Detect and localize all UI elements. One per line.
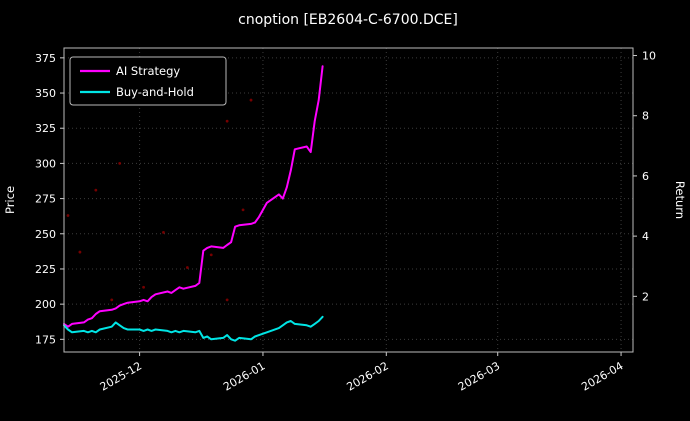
x-tick-label: 2026-02: [344, 359, 390, 393]
y-axis-label-left: Price: [3, 186, 17, 214]
signal-dot: [225, 119, 229, 123]
y-axis-label-right: Return: [673, 181, 687, 219]
y-tick-label-left: 350: [35, 87, 56, 100]
y-tick-label-left: 200: [35, 298, 56, 311]
signal-dot: [78, 250, 82, 254]
y-tick-label-right: 6: [642, 170, 649, 183]
signal-dot: [209, 253, 213, 257]
signal-dot: [241, 208, 245, 212]
y-tick-label-left: 225: [35, 263, 56, 276]
legend: AI Strategy Buy-and-Hold: [69, 56, 227, 106]
legend-label-ai-strategy: AI Strategy: [116, 64, 180, 78]
signal-dot: [94, 188, 98, 192]
signal-dot: [118, 162, 122, 165]
series-lines: [63, 65, 324, 342]
signal-dot: [66, 214, 70, 217]
grid-lines: [64, 48, 633, 352]
signal-dot: [142, 285, 145, 289]
series-line-ai-strategy: [63, 65, 324, 328]
signal-dot: [110, 298, 114, 302]
x-tick-label: 2025-12: [98, 359, 144, 393]
y-tick-label-right: 4: [642, 230, 649, 243]
y-tick-label-left: 275: [35, 193, 56, 206]
legend-label-buy-and-hold: Buy-and-Hold: [116, 85, 194, 99]
y-tick-label-left: 250: [35, 228, 56, 241]
y-tick-label-right: 8: [642, 110, 649, 123]
y-tick-label-left: 375: [35, 52, 56, 65]
x-tick-label: 2026-04: [579, 359, 625, 393]
signal-dot: [225, 298, 229, 302]
y-tick-label-right: 2: [642, 290, 649, 303]
chart-title: cnoption [EB2604-C-6700.DCE]: [238, 12, 458, 28]
signal-dots: [66, 98, 253, 302]
y-tick-label-right: 10: [642, 50, 656, 63]
y-tick-label-left: 300: [35, 157, 56, 170]
series-line-buy-and-hold: [63, 315, 324, 342]
y-tick-label-left: 325: [35, 122, 56, 135]
signal-dot: [162, 230, 165, 234]
signal-dot: [249, 98, 253, 102]
x-tick-label: 2026-03: [456, 359, 502, 393]
x-tick-label: 2026-01: [221, 359, 267, 393]
signal-dot: [185, 266, 189, 269]
y-tick-label-left: 175: [35, 333, 56, 346]
plot-frame: [63, 47, 634, 353]
